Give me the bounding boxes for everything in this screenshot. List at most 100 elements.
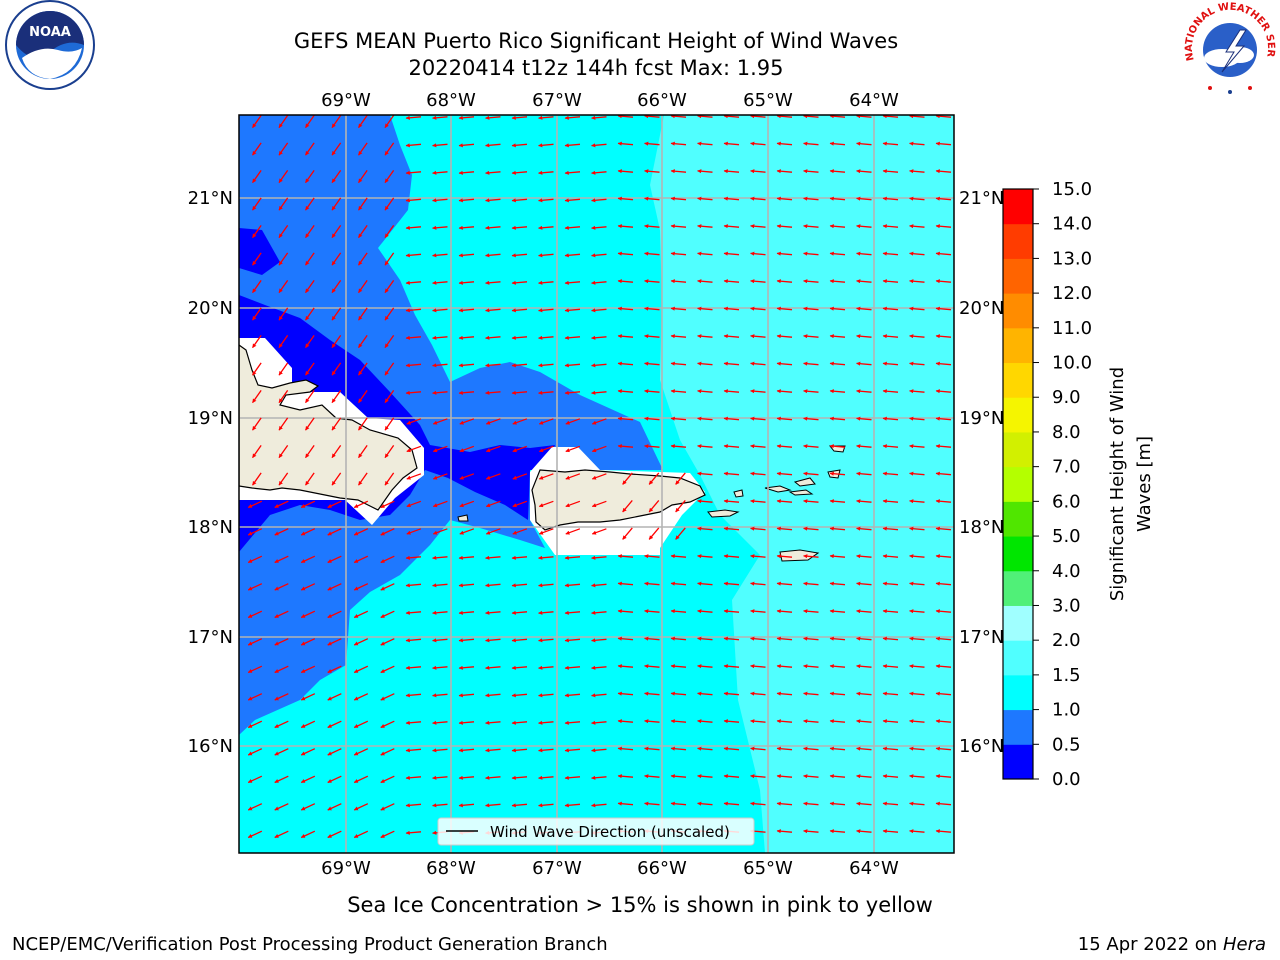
colorbar-tick-label: 13.0 xyxy=(1052,248,1092,269)
wind-arrow xyxy=(358,307,368,321)
wind-arrow xyxy=(803,829,819,834)
wind-arrow xyxy=(564,280,581,285)
wind-arrow xyxy=(617,444,634,449)
wind-arrow xyxy=(644,416,660,421)
wind-arrow xyxy=(331,142,342,156)
colorbar-tick-label: 2.0 xyxy=(1052,630,1081,651)
wind-arrow xyxy=(432,473,448,480)
wind-arrow xyxy=(935,141,952,146)
wind-arrow xyxy=(617,719,634,724)
wind-arrow xyxy=(247,638,263,646)
wind-arrow xyxy=(327,500,342,509)
wind-arrow xyxy=(278,472,289,486)
colorbar-tick-label: 5.0 xyxy=(1052,526,1081,547)
wind-arrow xyxy=(697,746,713,751)
wind-arrow xyxy=(697,554,713,559)
wind-arrow xyxy=(300,720,316,729)
wind-arrow xyxy=(485,528,501,535)
wind-arrow xyxy=(750,306,766,311)
wind-arrow xyxy=(511,720,528,725)
wind-arrow xyxy=(405,280,422,285)
wind-arrow xyxy=(564,225,581,230)
wind-arrow xyxy=(538,638,554,643)
wind-arrow xyxy=(670,581,687,586)
wind-arrow xyxy=(803,389,819,394)
wind-arrow xyxy=(432,308,448,313)
wind-arrow xyxy=(776,499,793,504)
wind-arrow xyxy=(670,444,687,449)
colorbar-swatch xyxy=(1003,397,1033,433)
wind-arrow xyxy=(882,416,899,421)
wind-arrow xyxy=(617,664,634,669)
wind-arrow xyxy=(750,581,766,586)
wind-arrow xyxy=(485,583,501,588)
wind-arrow xyxy=(909,526,925,531)
wind-arrow xyxy=(252,307,262,321)
wind-arrow xyxy=(776,306,793,311)
legend-label: Wind Wave Direction (unscaled) xyxy=(490,823,730,841)
wind-arrow xyxy=(485,253,501,258)
colorbar-swatch xyxy=(1003,327,1033,364)
wind-arrow xyxy=(512,473,528,480)
wind-arrow xyxy=(617,581,634,586)
colorbar-label-line1: Significant Height of Wind xyxy=(1107,367,1128,601)
wind-arrow xyxy=(776,196,793,201)
wind-arrow xyxy=(564,198,581,203)
wind-arrow xyxy=(856,691,872,696)
wind-arrow xyxy=(617,306,634,311)
wind-arrow xyxy=(882,746,899,751)
wind-arrow xyxy=(380,693,395,701)
wind-arrow xyxy=(935,664,952,669)
wind-arrow xyxy=(380,830,395,839)
wind-arrow xyxy=(274,528,289,536)
wind-arrow xyxy=(935,829,952,834)
wind-arrow xyxy=(405,830,422,835)
wind-arrow xyxy=(247,610,263,619)
wind-arrow xyxy=(252,444,262,459)
wind-arrow xyxy=(358,472,368,486)
wind-arrow xyxy=(617,609,634,614)
wind-arrow xyxy=(697,361,713,366)
wind-arrow xyxy=(384,252,395,266)
wind-arrow xyxy=(644,664,660,669)
wind-arrow xyxy=(485,473,501,480)
wind-arrow xyxy=(697,306,713,311)
wind-arrow xyxy=(300,775,316,784)
wind-arrow xyxy=(644,636,660,641)
wind-arrow xyxy=(935,224,952,229)
wind-arrow xyxy=(697,609,713,614)
wind-arrow xyxy=(935,499,952,504)
wind-arrow xyxy=(538,198,554,203)
wind-arrow xyxy=(538,170,554,175)
wind-arrow xyxy=(485,500,501,508)
wind-arrow xyxy=(935,746,952,751)
wind-arrow xyxy=(405,748,422,753)
wind-arrow xyxy=(278,169,289,184)
wind-arrow xyxy=(856,115,872,119)
wind-arrow xyxy=(538,500,554,508)
wind-arrow xyxy=(909,829,925,834)
wind-arrow xyxy=(305,362,315,376)
wind-arrow xyxy=(511,225,528,230)
wind-arrow xyxy=(909,691,925,696)
wind-arrow xyxy=(829,389,846,394)
wind-arrow xyxy=(565,418,581,425)
wind-arrow xyxy=(511,363,528,368)
wind-arrow xyxy=(358,252,368,266)
wind-arrow xyxy=(380,610,395,619)
wind-arrow xyxy=(909,444,925,449)
wind-arrow xyxy=(591,555,607,560)
wind-arrow xyxy=(511,803,528,808)
wind-arrow xyxy=(305,279,315,294)
wind-arrow xyxy=(856,306,872,311)
wind-arrow xyxy=(829,334,846,339)
wind-arrow xyxy=(511,638,528,643)
wind-arrow xyxy=(358,362,368,376)
wind-arrow xyxy=(670,196,687,201)
wind-arrow xyxy=(909,581,925,586)
wind-arrow xyxy=(909,609,925,614)
wind-arrow xyxy=(305,444,315,459)
wind-arrow xyxy=(723,416,740,421)
wind-arrow xyxy=(405,363,422,368)
wind-arrow xyxy=(353,500,369,509)
